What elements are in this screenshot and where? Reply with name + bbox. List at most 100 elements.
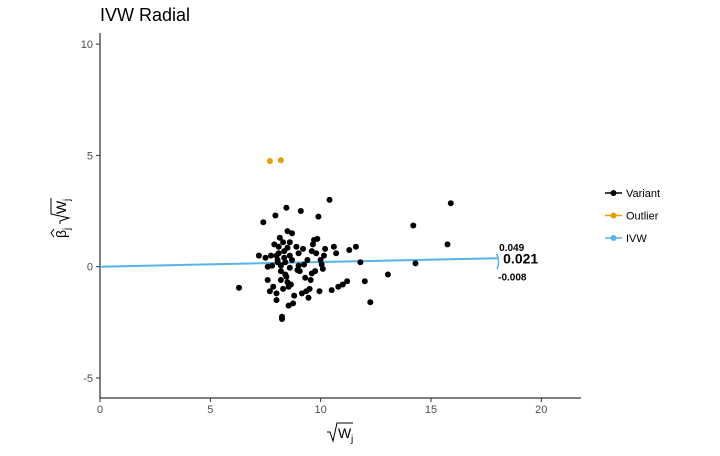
variant-point xyxy=(328,287,335,294)
y-axis-title-sqrt-subscript: j xyxy=(62,199,73,202)
x-axis-title-main: W xyxy=(338,425,352,441)
axes: 0 5 10 15 20 -5 0 5 10 xyxy=(81,33,581,416)
variant-point xyxy=(315,213,322,220)
variant-point xyxy=(271,241,278,248)
legend-label-ivw: IVW xyxy=(626,233,647,245)
variant-point xyxy=(384,271,391,278)
variant-point xyxy=(297,208,304,214)
variant-point xyxy=(277,268,284,275)
variant-point xyxy=(289,257,295,263)
variant-point xyxy=(264,263,271,270)
variant-point xyxy=(260,219,267,226)
variant-point xyxy=(444,241,451,248)
variant-point xyxy=(301,261,308,268)
variant-point xyxy=(322,245,329,252)
ivw-line xyxy=(99,257,498,268)
variant-point xyxy=(291,292,298,299)
y-tick-label: 5 xyxy=(87,150,93,162)
variant-point xyxy=(283,273,290,280)
variant-point xyxy=(280,239,287,246)
variant-point xyxy=(285,283,292,290)
legend-key-dot-ivw xyxy=(610,235,617,241)
x-tick-label: 0 xyxy=(97,404,103,416)
variant-point xyxy=(286,264,293,271)
variant-point xyxy=(447,200,454,207)
ivw-estimate-label: 0.021 xyxy=(503,250,538,266)
variant-point xyxy=(279,316,285,322)
y-axis-title-main: β xyxy=(53,230,69,238)
ivw-ci-lower-label: -0.008 xyxy=(498,272,527,283)
variant-point xyxy=(304,257,311,263)
variant-point xyxy=(303,288,310,295)
variant-point xyxy=(262,254,269,261)
variant-point xyxy=(313,250,320,257)
variant-point xyxy=(330,243,337,250)
variant-point xyxy=(273,290,280,297)
variant-point xyxy=(280,285,287,292)
points-layer xyxy=(236,157,454,322)
variant-point xyxy=(290,300,297,307)
x-tick-label: 5 xyxy=(207,404,213,416)
outlier-point xyxy=(277,157,284,164)
variant-point xyxy=(266,288,273,295)
variant-point xyxy=(333,250,340,257)
variant-point xyxy=(295,250,302,257)
variant-point xyxy=(410,222,417,229)
variant-point xyxy=(314,235,321,242)
variant-point xyxy=(412,260,419,267)
x-axis-title-subscript: j xyxy=(350,434,353,445)
ivw-layer xyxy=(99,253,500,270)
y-tick-label: -5 xyxy=(83,373,93,385)
variant-point xyxy=(295,262,302,269)
variant-point xyxy=(300,245,306,252)
x-axis-radical xyxy=(327,422,353,443)
y-axis-title-subscript: j xyxy=(62,228,73,231)
legend: Variant Outlier IVW xyxy=(605,188,660,245)
variant-point xyxy=(317,257,324,263)
variant-point xyxy=(326,196,333,203)
variant-point xyxy=(357,259,364,266)
variant-point xyxy=(307,277,314,283)
variant-point xyxy=(305,294,312,301)
variant-point xyxy=(344,278,351,285)
variant-point xyxy=(339,281,346,288)
x-tick-label: 10 xyxy=(315,404,327,416)
x-tick-label: 20 xyxy=(535,404,547,416)
variant-point xyxy=(283,204,290,211)
legend-label-variant: Variant xyxy=(626,188,660,200)
variant-point xyxy=(352,243,359,250)
variant-point xyxy=(274,259,281,266)
y-tick-label: 10 xyxy=(81,39,93,51)
variant-point xyxy=(277,277,284,283)
variant-point xyxy=(236,284,242,291)
variant-point xyxy=(289,230,295,237)
legend-key-dot-outlier xyxy=(610,212,617,219)
ivw-ci-arc xyxy=(496,253,500,270)
variant-point xyxy=(268,252,274,259)
variant-point xyxy=(286,239,293,246)
variant-point xyxy=(316,288,323,295)
variant-point xyxy=(273,252,280,259)
variant-point xyxy=(284,228,291,235)
variant-point xyxy=(273,297,280,304)
variant-point xyxy=(319,265,326,272)
y-tick-label: 0 xyxy=(87,262,93,274)
variant-point xyxy=(308,270,315,277)
y-axis-title-sqrt-term: W xyxy=(53,200,69,214)
variant-point xyxy=(264,277,271,283)
variant-point xyxy=(284,244,291,251)
y-axis-hat xyxy=(50,228,55,238)
legend-key-dot-variant xyxy=(610,190,617,196)
legend-label-outlier: Outlier xyxy=(626,211,659,223)
variant-point xyxy=(270,283,277,290)
variant-point xyxy=(367,299,374,306)
variant-point xyxy=(275,243,282,250)
ivw-ci-upper-label: 0.049 xyxy=(499,243,524,254)
chart-title: IVW Radial xyxy=(100,5,190,25)
variant-point xyxy=(281,254,288,261)
variant-point xyxy=(296,268,303,275)
variant-point xyxy=(285,302,292,309)
